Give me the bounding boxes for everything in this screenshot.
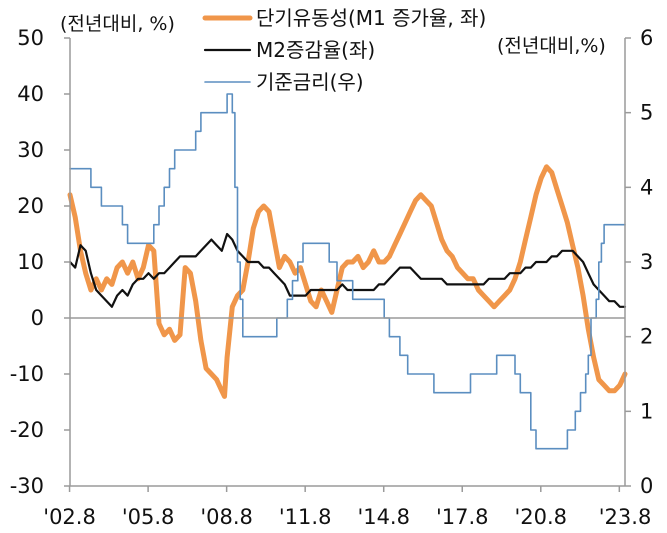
right-axis-unit-label: (전년대비,%) [497, 35, 606, 57]
series-line-1 [67, 164, 628, 399]
x-axis-ticks: '02.8 '05.8 '08.8 '11.8 '14.8 '17.8 '20.8 '23.8 [43, 486, 651, 529]
right-tick-label: 6 [640, 26, 653, 50]
left-tick-label: -30 [10, 474, 44, 498]
right-tick-label: 2 [640, 325, 653, 349]
legend-label-3: 기준금리(우) [256, 70, 364, 94]
right-tick-label: 5 [640, 101, 653, 125]
series-line-3 [69, 93, 626, 450]
legend-label-1: 단기유동성(M1 증가율, 좌) [256, 6, 486, 30]
right-tick-label: 1 [640, 399, 653, 423]
legend: 단기유동성(M1 증가율, 좌) M2증감율(좌) 기준금리(우) [202, 6, 486, 94]
left-tick-label: 10 [17, 250, 44, 274]
left-tick-label: -20 [10, 418, 44, 442]
x-tick-label: '23.8 [599, 505, 652, 529]
right-axis-ticks: 6 5 4 3 2 1 0 [625, 26, 653, 498]
left-tick-label: 20 [17, 194, 44, 218]
x-tick-label: '17.8 [436, 505, 489, 529]
x-tick-label: '05.8 [122, 505, 175, 529]
x-tick-label: '14.8 [357, 505, 410, 529]
x-tick-label: '20.8 [515, 505, 568, 529]
left-axis-unit-label: (전년대비, %) [60, 13, 175, 35]
left-tick-label: -10 [10, 362, 44, 386]
left-tick-label: 0 [31, 306, 44, 330]
right-tick-label: 4 [640, 175, 653, 199]
left-axis-ticks: 50 40 30 20 10 0 -10 -20 -30 [10, 26, 70, 498]
x-tick-label: '08.8 [200, 505, 253, 529]
legend-label-2: M2증감율(좌) [256, 38, 375, 62]
left-tick-label: 30 [17, 138, 44, 162]
right-tick-label: 0 [640, 474, 653, 498]
x-tick-label: '02.8 [43, 505, 96, 529]
plot-series [67, 93, 628, 450]
left-tick-label: 50 [17, 26, 44, 50]
left-tick-label: 40 [17, 82, 44, 106]
right-tick-label: 3 [640, 250, 653, 274]
series-line-2 [68, 232, 627, 308]
x-tick-label: '11.8 [279, 505, 332, 529]
